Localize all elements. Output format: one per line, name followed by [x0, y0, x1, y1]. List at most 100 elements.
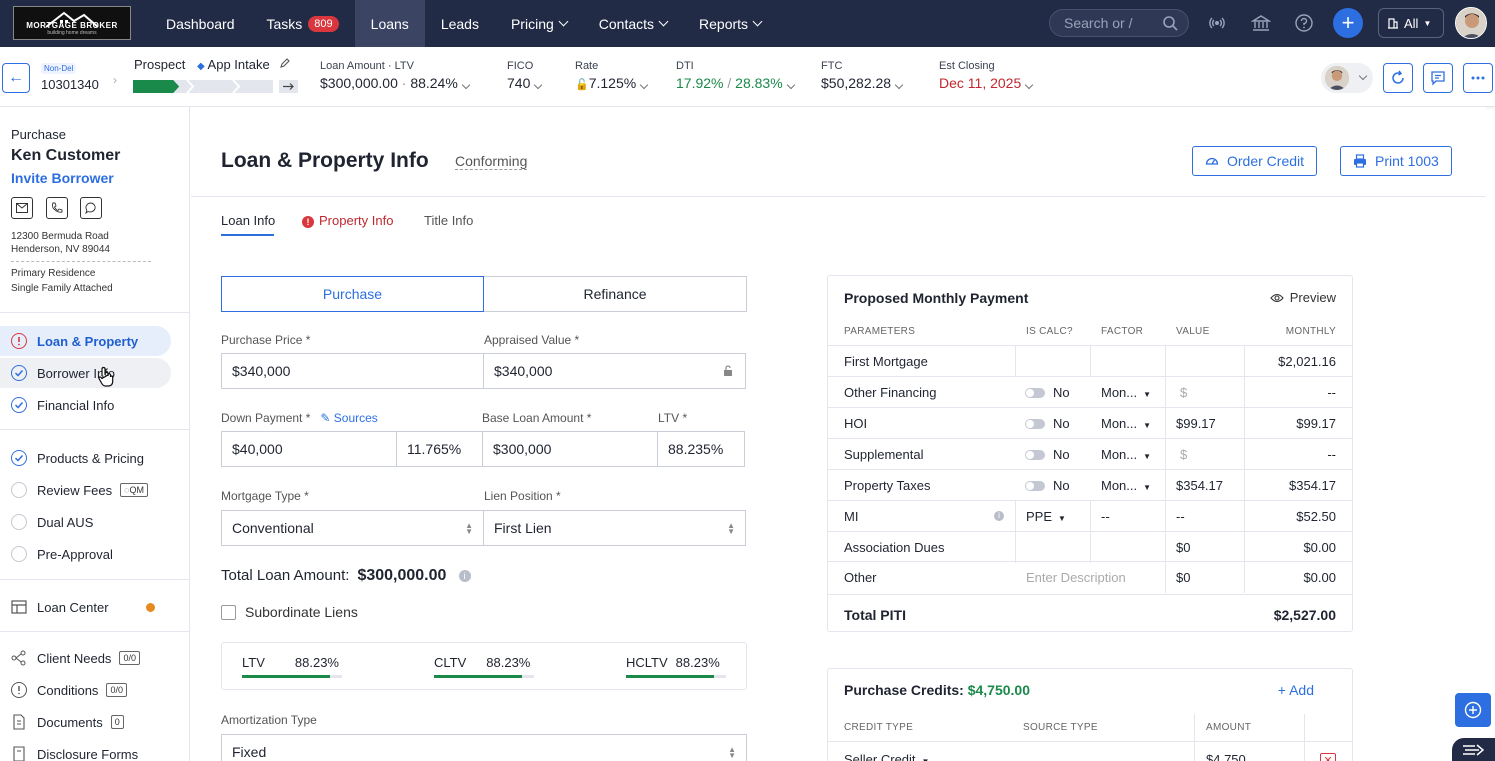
sidebar-item-financial-info[interactable]: Financial Info [0, 390, 171, 420]
loan-number[interactable]: 10301340 [41, 77, 99, 92]
purpose-purchase-toggle[interactable]: Purchase [221, 276, 484, 312]
purchase-price-input[interactable]: $340,000 [221, 353, 484, 389]
sidebar-item-client-needs[interactable]: Client Needs 0/0 [0, 643, 171, 673]
nav-pricing[interactable]: Pricing [495, 0, 583, 47]
is-calc-toggle[interactable]: No [1025, 416, 1070, 431]
subordinate-liens-checkbox[interactable] [221, 605, 236, 620]
sidebar-item-loan-center[interactable]: Loan Center [0, 592, 171, 622]
order-credit-button[interactable]: Order Credit [1192, 146, 1318, 176]
purpose-refinance-toggle[interactable]: Refinance [483, 276, 747, 312]
info-icon[interactable]: i [458, 570, 471, 582]
tab-property-info[interactable]: ! Property Info [302, 213, 393, 228]
factor-select[interactable]: Mon... ▼ [1101, 385, 1151, 400]
appraised-value-input[interactable]: $340,000 [483, 353, 746, 389]
nav-reports[interactable]: Reports [683, 0, 777, 47]
quick-nav-button[interactable] [1452, 738, 1495, 761]
lock-icon[interactable] [723, 365, 733, 377]
delete-credit-button[interactable]: ✕ [1320, 753, 1336, 761]
preview-button[interactable]: Preview [1270, 290, 1336, 305]
nav-tasks[interactable]: Tasks 809 [251, 0, 355, 47]
help-icon[interactable] [1294, 13, 1314, 33]
other-description-input[interactable]: Enter Description [1026, 570, 1126, 585]
chat-icon [1431, 71, 1445, 86]
invite-borrower-link[interactable]: Invite Borrower [11, 170, 114, 186]
add-credit-button[interactable]: + Add [1277, 682, 1314, 698]
search-placeholder: Search or / [1064, 15, 1133, 31]
email-button[interactable] [11, 197, 33, 219]
credit-amount: $4,750 [1206, 752, 1246, 761]
sources-link[interactable]: ✎ Sources [320, 411, 378, 425]
nav-loans[interactable]: Loans [354, 0, 425, 47]
sidebar-item-dual-aus[interactable]: Dual AUS [0, 507, 171, 537]
value-input[interactable]: $ [1180, 447, 1188, 462]
tab-loan-info[interactable]: Loan Info [221, 213, 276, 228]
rate-field[interactable]: Rate 🔓7.125% [575, 60, 649, 91]
ftc-field[interactable]: FTC $50,282.28 [821, 60, 904, 91]
hcltv-ratio: HCLTV 88.23% [626, 655, 720, 670]
company-logo[interactable]: MORTGAGE BROKER building home dreams [13, 6, 131, 40]
value-input[interactable]: $ [1180, 385, 1188, 400]
sms-button[interactable] [80, 197, 102, 219]
value-input[interactable]: $0 [1176, 540, 1191, 555]
global-search-input[interactable]: Search or / [1049, 9, 1189, 37]
user-avatar[interactable] [1455, 7, 1487, 39]
mortgage-type-select[interactable]: Conventional ▲ ▼ [221, 510, 484, 546]
loan-amount-field[interactable]: Loan Amount · LTV $300,000.00 · 88.24% [320, 60, 471, 91]
quick-add-button[interactable] [1455, 693, 1491, 727]
factor-select[interactable]: Mon... ▼ [1101, 447, 1151, 462]
sidebar-item-documents[interactable]: Documents 0 [0, 707, 171, 737]
is-calc-toggle[interactable]: No [1025, 478, 1070, 493]
est-closing-field[interactable]: Est Closing Dec 11, 2025 [939, 60, 1034, 91]
nav-contacts[interactable]: Contacts [583, 0, 683, 47]
broadcast-icon[interactable] [1207, 13, 1227, 33]
fico-field[interactable]: FICO 740 [507, 60, 543, 91]
create-new-button[interactable]: + [1333, 8, 1363, 38]
value-input[interactable]: $99.17 [1176, 416, 1216, 431]
is-calc-toggle[interactable]: No [1025, 385, 1070, 400]
sidebar-item-label: Loan & Property [37, 333, 139, 349]
value-input[interactable]: $354.17 [1176, 478, 1223, 493]
loan-stage[interactable]: Prospect ◆ App Intake [134, 57, 291, 72]
loan-officer-select[interactable] [1321, 63, 1373, 93]
refresh-button[interactable] [1383, 63, 1413, 93]
edit-pencil-icon[interactable] [279, 57, 291, 69]
sidebar-item-disclosure-forms[interactable]: Disclosure Forms [0, 739, 171, 761]
is-calc-toggle[interactable]: No [1025, 447, 1070, 462]
down-payment-amount-input[interactable]: $40,000 [221, 431, 397, 467]
value-input[interactable]: $0 [1176, 570, 1191, 585]
factor-select[interactable]: Mon... ▼ [1101, 478, 1151, 493]
scope-select[interactable]: All ▼ [1378, 8, 1444, 38]
loan-program-label[interactable]: Conforming [455, 153, 528, 170]
down-payment-percent-input[interactable]: 11.765% [396, 431, 483, 467]
sidebar-item-review-fees[interactable]: Review Fees ◌QM [0, 475, 171, 505]
nav-leads[interactable]: Leads [425, 0, 495, 47]
credits-total: $4,750.00 [967, 682, 1031, 698]
sidebar-item-pre-approval[interactable]: Pre-Approval [0, 539, 171, 569]
credit-type-select[interactable]: Seller Credit ▼ [844, 752, 929, 761]
call-button[interactable] [46, 197, 68, 219]
dti-front-value: 17.92% [676, 75, 724, 91]
amortization-type-select[interactable]: Fixed ▲ ▼ [221, 734, 747, 761]
tab-title-info[interactable]: Title Info [424, 213, 474, 228]
chevron-down-icon [894, 80, 904, 90]
sidebar-item-conditions[interactable]: Conditions 0/0 [0, 675, 171, 705]
sidebar-item-borrower-info[interactable]: Borrower Info [0, 358, 171, 388]
sidebar-item-loan-property[interactable]: Loan & Property [0, 326, 171, 356]
messages-button[interactable] [1423, 63, 1453, 93]
down-payment-label: Down Payment * ✎ Sources [221, 411, 378, 425]
sidebar-item-label: Documents [37, 714, 103, 730]
mi-source-select[interactable]: PPE ▼ [1026, 509, 1066, 524]
lien-position-select[interactable]: First Lien ▲ ▼ [483, 510, 746, 546]
sidebar-item-products-pricing[interactable]: Products & Pricing [0, 443, 171, 473]
ltv-input[interactable]: 88.235% [657, 431, 745, 467]
print-1003-button[interactable]: Print 1003 [1340, 146, 1452, 176]
nav-dashboard[interactable]: Dashboard [150, 0, 251, 47]
back-button[interactable]: ← [2, 63, 30, 93]
dti-field[interactable]: DTI 17.92% / 28.83% [676, 60, 795, 91]
dti-back-value: 28.83% [735, 75, 783, 91]
more-options-button[interactable] [1463, 63, 1493, 93]
bank-icon[interactable] [1251, 13, 1271, 33]
factor-select[interactable]: Mon... ▼ [1101, 416, 1151, 431]
info-icon[interactable]: i [994, 511, 1004, 521]
base-loan-amount-input[interactable]: $300,000 [482, 431, 658, 467]
